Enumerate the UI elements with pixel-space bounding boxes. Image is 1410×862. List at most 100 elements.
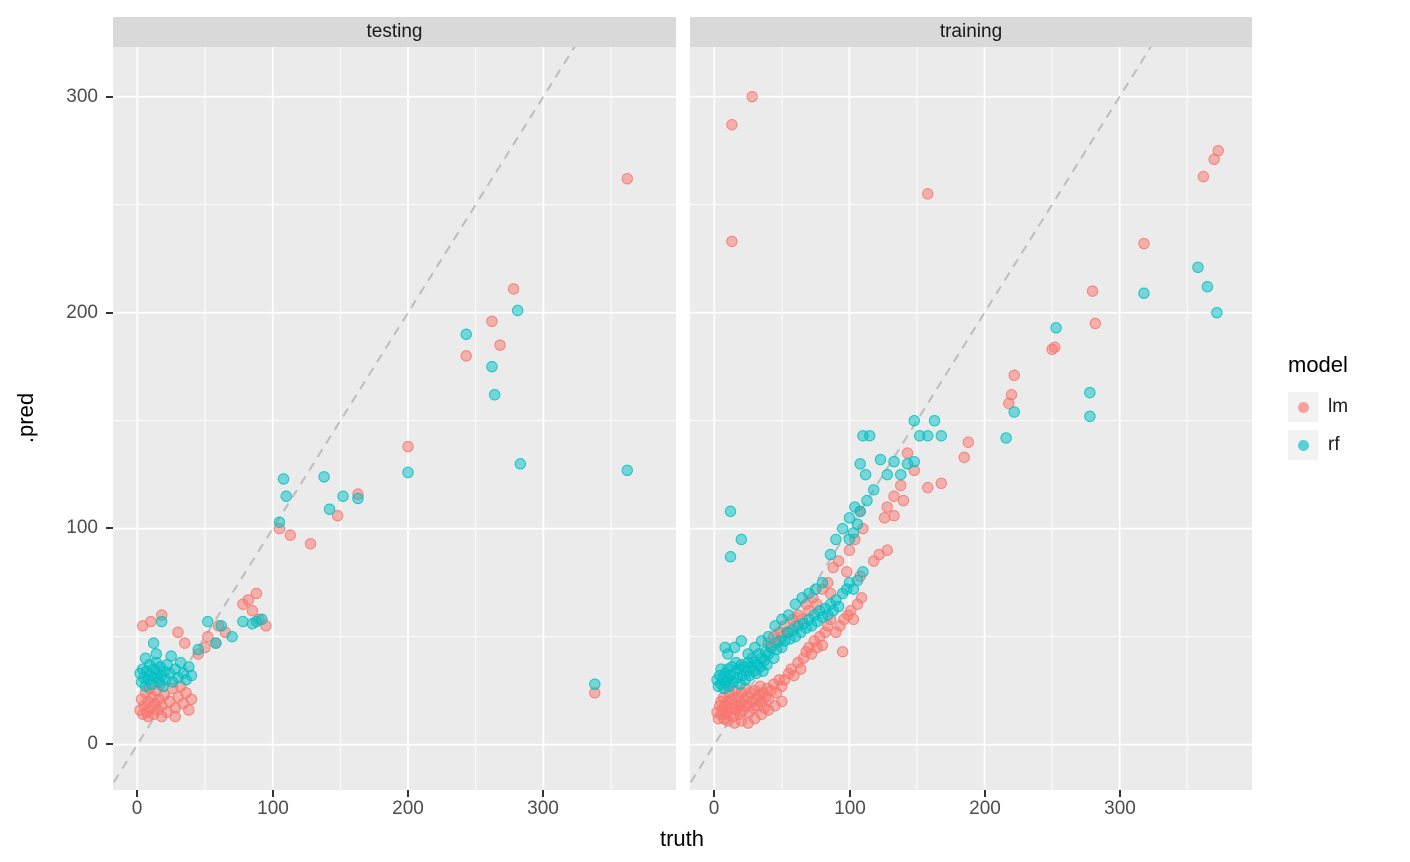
data-point-rf [165,650,177,662]
facet-strip-testing: testing [113,17,676,47]
data-point-lm [1208,153,1220,166]
data-point-lm [726,119,738,131]
data-point-lm [142,710,154,723]
x-tick-label: 300 [1104,798,1136,819]
data-point-rf [486,360,498,373]
data-point-rf [901,458,914,470]
data-point-lm [888,509,900,522]
data-point-lm [156,710,168,723]
data-point-lm [183,704,195,716]
data-point-rf [857,566,869,578]
data-point-rf [824,548,837,561]
data-point-rf [210,637,222,649]
data-point-rf [895,468,907,481]
data-point-rf [735,635,748,647]
data-point-rf [237,615,249,628]
data-point-rf [830,533,842,546]
data-point-rf [402,466,414,479]
y-tick-mark [106,527,113,529]
data-point-rf [762,630,775,643]
data-point-lm [843,544,856,556]
data-point-lm [250,587,263,600]
data-point-rf [843,512,856,524]
data-point-lm [402,440,414,453]
data-point-rf [1050,322,1062,334]
data-point-rf [863,430,876,442]
legend-entry-lm: lm [1288,392,1403,422]
data-point-rf [318,471,330,483]
data-point-lm [897,494,910,507]
data-point-lm [776,695,788,708]
data-point-rf [908,414,920,427]
data-point-rf [816,576,829,589]
x-tick-mark [713,790,715,797]
data-point-rf [868,484,880,496]
data-point-rf [323,503,336,515]
data-point-lm [1008,369,1020,382]
data-point-lm [922,188,934,200]
data-point-rf [1201,281,1214,293]
x-tick-label: 100 [257,798,289,819]
x-tick-label: 0 [131,798,143,819]
data-point-lm [726,235,738,248]
scatter-plot-testing [113,47,676,790]
facet-strip-label: testing [366,21,423,42]
data-point-lm [494,339,506,351]
data-point-rf [881,468,893,481]
data-point-rf [913,430,926,442]
x-tick-mark [272,790,274,797]
legend-key [1288,392,1318,422]
data-point-rf [854,458,866,470]
data-point-rf [280,490,292,502]
legend-entry-rf: rf [1288,430,1403,460]
data-point-rf [1138,287,1150,299]
data-point-lm [795,663,807,675]
data-point-rf [202,615,214,628]
data-point-rf [147,637,160,649]
data-point-lm [1086,285,1099,297]
data-point-rf [150,648,163,660]
data-point-rf [724,551,737,563]
data-point-rf [589,678,601,690]
data-point-lm [1089,317,1101,330]
data-point-rf [1192,261,1204,274]
x-tick-mark [1119,790,1121,797]
data-point-rf [215,620,227,632]
scatter-plot-training [690,47,1252,790]
data-point-lm [1138,237,1150,250]
y-tick-label: 100 [66,517,98,538]
data-point-rf [256,613,268,626]
x-tick-mark [849,790,851,797]
data-point-lm [847,613,860,626]
data-point-lm [1197,170,1210,183]
data-point-rf [273,516,286,528]
data-point-rf [1008,406,1020,418]
data-point-rf [1084,410,1096,423]
data-point-rf [514,458,527,470]
lm-point-icon [1297,401,1309,413]
data-point-rf [185,669,198,682]
x-tick-label: 200 [969,798,1001,819]
facet-strip-training: training [690,17,1252,47]
data-point-rf [621,464,633,477]
data-point-lm [873,548,885,561]
data-point-lm [841,566,853,578]
data-point-lm [246,605,259,617]
data-point-lm [922,481,934,494]
x-tick-label: 200 [392,798,424,819]
y-tick-label: 300 [66,86,98,107]
data-point-rf [139,652,152,664]
y-axis-title: .pred [13,392,38,444]
x-tick-label: 100 [834,798,866,819]
data-point-lm [460,350,472,362]
data-point-lm [836,646,849,658]
y-tick-mark [106,96,113,98]
data-point-rf [859,468,872,481]
legend-label: lm [1328,396,1349,417]
data-point-rf [488,389,501,401]
x-axis-title: truth [659,826,705,851]
data-point-rf [1000,432,1012,444]
x-tick-mark [542,790,544,797]
legend-key [1288,430,1318,460]
